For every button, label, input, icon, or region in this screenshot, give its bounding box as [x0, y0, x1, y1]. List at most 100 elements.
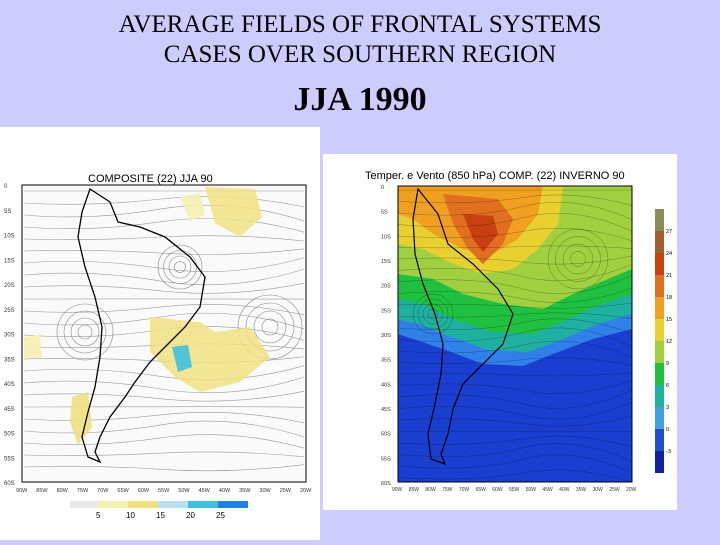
right-scale-swatch	[655, 319, 664, 341]
left-lon-label: 85W	[36, 488, 48, 494]
left-lat-label: 60S	[4, 481, 15, 487]
right-map-color-scale: 27 24 21 18 15 12 9 6 3 0 -3	[655, 209, 672, 473]
right-map-svg: Temper. e Vento (850 hPa) COMP. (22) INV…	[323, 154, 677, 510]
left-lat-label: 55S	[4, 456, 15, 462]
left-lon-label: 70W	[97, 488, 109, 494]
left-map-shade-w	[24, 335, 42, 359]
left-lat-label: 20S	[4, 283, 15, 289]
right-lat-label: 30S	[381, 333, 391, 339]
left-lat-label: 5S	[4, 209, 11, 215]
right-lon-label: 80W	[425, 487, 436, 493]
left-lon-label: 90W	[16, 488, 28, 494]
right-scale-swatch	[655, 385, 664, 407]
right-scale-label: 21	[666, 273, 672, 279]
right-map-temperature-field	[398, 186, 632, 482]
left-lon-label: 75W	[77, 488, 89, 494]
left-legend-swatch	[128, 501, 158, 508]
right-lat-label: 20S	[381, 284, 391, 290]
right-scale-label: 3	[666, 405, 669, 411]
left-lat-label: 15S	[4, 258, 15, 264]
right-scale-swatch	[655, 429, 664, 451]
left-map-lon-labels: 90W 85W 80W 75W 70W 65W 60W 55W 50W 45W 40W 35W 30W 2…	[16, 488, 312, 494]
right-lon-label: 25W	[609, 487, 620, 493]
left-lat-label: 10S	[4, 234, 15, 240]
right-scale-swatch	[655, 209, 664, 231]
left-lon-label: 40W	[219, 488, 231, 494]
right-lon-label: 90W	[392, 487, 403, 493]
left-legend-label: 20	[186, 511, 195, 520]
left-lon-label: 60W	[138, 488, 150, 494]
right-lon-label: 70W	[459, 487, 470, 493]
right-lat-label: 5S	[381, 210, 388, 216]
right-scale-label: 0	[666, 427, 669, 433]
left-map-title: COMPOSITE (22) JJA 90	[88, 173, 213, 185]
left-legend-label: 10	[126, 511, 135, 520]
right-scale-label: 6	[666, 383, 669, 389]
left-legend-swatch	[70, 501, 98, 508]
left-legend-label: 25	[216, 511, 225, 520]
left-lon-label: 25W	[280, 488, 292, 494]
right-scale-swatch	[655, 231, 664, 253]
left-lon-label: 50W	[178, 488, 190, 494]
left-legend-label: 15	[156, 511, 165, 520]
left-lat-label: 45S	[4, 407, 15, 413]
slide-title-line2: CASES OVER SOUTHERN REGION	[0, 40, 720, 70]
right-lon-label: 75W	[442, 487, 453, 493]
left-legend-swatch	[188, 501, 218, 508]
left-lon-label: 45W	[199, 488, 211, 494]
left-lat-label: 25S	[4, 308, 15, 314]
right-scale-swatch	[655, 341, 664, 363]
right-scale-label: -3	[666, 449, 671, 455]
right-scale-swatch	[655, 407, 664, 429]
right-scale-label: 18	[666, 295, 672, 301]
right-scale-swatch	[655, 363, 664, 385]
right-lon-label: 50W	[526, 487, 537, 493]
right-lat-label: 40S	[381, 382, 391, 388]
left-lat-label: 0	[4, 184, 8, 190]
left-lat-label: 50S	[4, 432, 15, 438]
right-map-panel: Temper. e Vento (850 hPa) COMP. (22) INV…	[323, 154, 677, 510]
right-lat-label: 50S	[381, 432, 391, 438]
right-scale-label: 12	[666, 339, 672, 345]
right-scale-label: 27	[666, 229, 672, 235]
right-scale-label: 24	[666, 251, 672, 257]
right-lon-label: 65W	[476, 487, 487, 493]
right-lat-label: 35S	[381, 358, 391, 364]
right-lat-label: 0	[381, 185, 384, 191]
right-lon-label: 40W	[559, 487, 570, 493]
right-lat-label: 55S	[381, 456, 391, 462]
left-legend-swatch	[218, 501, 248, 508]
left-lon-label: 55W	[158, 488, 170, 494]
left-lat-label: 35S	[4, 357, 15, 363]
left-legend-label: 5	[96, 511, 101, 520]
right-lat-label: 45S	[381, 407, 391, 413]
right-lon-label: 55W	[509, 487, 520, 493]
right-lon-label: 85W	[409, 487, 420, 493]
right-lat-label: 15S	[381, 259, 391, 265]
left-lon-label: 80W	[57, 488, 69, 494]
right-map-title: Temper. e Vento (850 hPa) COMP. (22) INV…	[365, 170, 625, 182]
slide-title-line1: AVERAGE FIELDS OF FRONTAL SYSTEMS	[0, 10, 720, 40]
left-lon-label: 30W	[259, 488, 271, 494]
right-lon-label: 45W	[542, 487, 553, 493]
right-lon-label: 60W	[492, 487, 503, 493]
left-lat-label: 40S	[4, 382, 15, 388]
left-lon-label: 35W	[239, 488, 251, 494]
left-lon-label: 20W	[300, 488, 312, 494]
right-lat-label: 25S	[381, 308, 391, 314]
right-lat-label: 10S	[381, 234, 391, 240]
left-legend-swatch	[98, 501, 128, 508]
left-legend-swatch	[158, 501, 188, 508]
slide-subtitle: JJA 1990	[0, 80, 720, 120]
right-scale-label: 15	[666, 317, 672, 323]
right-scale-swatch	[655, 253, 664, 275]
right-scale-label: 9	[666, 361, 669, 367]
left-map-svg: COMPOSITE (22) JJA 90 05S10S15S20S25S30S…	[0, 127, 320, 540]
right-scale-swatch	[655, 451, 664, 473]
right-scale-swatch	[655, 297, 664, 319]
left-lon-label: 65W	[117, 488, 129, 494]
right-lon-label: 35W	[576, 487, 587, 493]
